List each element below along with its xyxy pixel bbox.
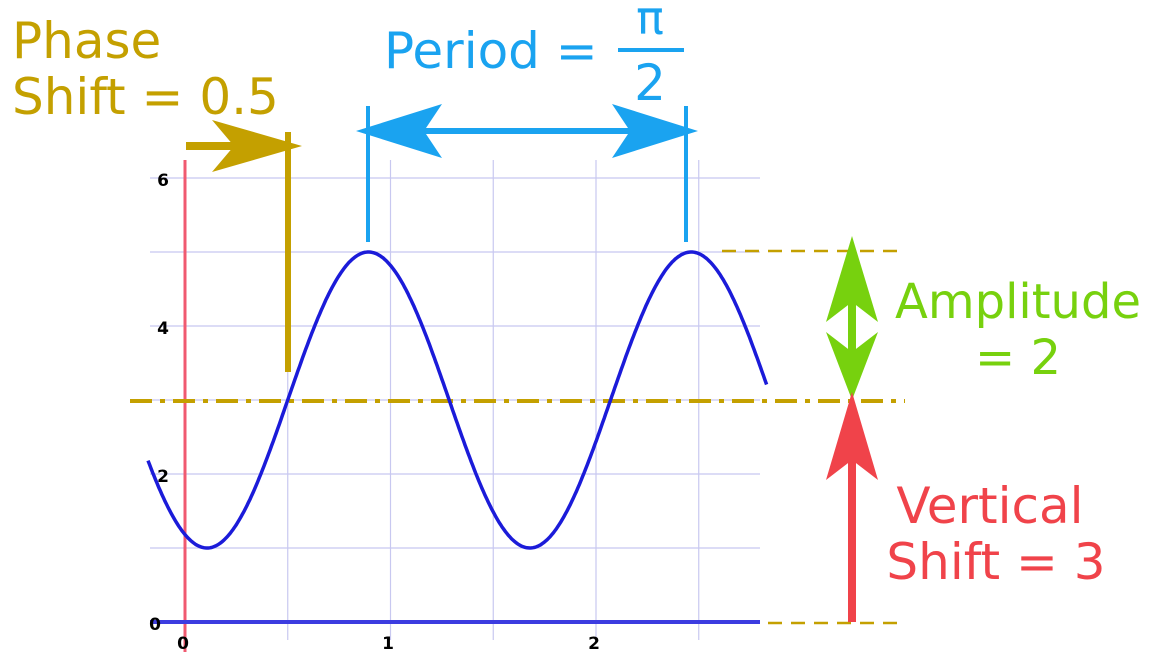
period-arrowhead-left [356, 104, 442, 158]
amplitude-arrowhead-up [826, 236, 878, 322]
y-tick-label: 0 [149, 615, 161, 635]
vertical-shift-arrowhead [826, 392, 878, 480]
amplitude-annotation: Amplitude = 2 [722, 236, 1141, 400]
phase-shift-arrowhead [212, 120, 302, 172]
phase-shift-label-line1: Phase [12, 12, 161, 70]
x-tick-label: 0 [177, 634, 189, 654]
phase-shift-label-line2: Shift = 0.5 [12, 68, 279, 126]
y-tick-label: 4 [157, 319, 169, 339]
period-denominator: 2 [634, 54, 666, 112]
plot-grid [150, 160, 760, 640]
y-tick-labels: 0 2 4 6 [149, 171, 169, 635]
y-tick-label: 2 [157, 467, 169, 487]
period-numerator: π [636, 0, 664, 45]
phase-shift-annotation: Phase Shift = 0.5 [12, 12, 302, 372]
period-label: Period = [384, 22, 598, 80]
x-tick-label: 2 [588, 634, 600, 654]
amplitude-label-line2: = 2 [975, 330, 1061, 386]
vertical-shift-label-line1: Vertical [896, 477, 1083, 535]
amplitude-arrowhead-down [826, 332, 878, 400]
x-tick-labels: 0 1 2 [177, 634, 600, 654]
amplitude-label-line1: Amplitude [895, 274, 1141, 330]
vertical-shift-annotation: Vertical Shift = 3 [768, 392, 1106, 625]
period-arrowhead-right [612, 104, 698, 158]
vertical-shift-label-line2: Shift = 3 [886, 533, 1105, 591]
x-tick-label: 1 [382, 634, 394, 654]
y-tick-label: 6 [157, 171, 169, 191]
sine-curve [146, 250, 769, 550]
period-annotation: Period = π 2 [356, 0, 698, 242]
